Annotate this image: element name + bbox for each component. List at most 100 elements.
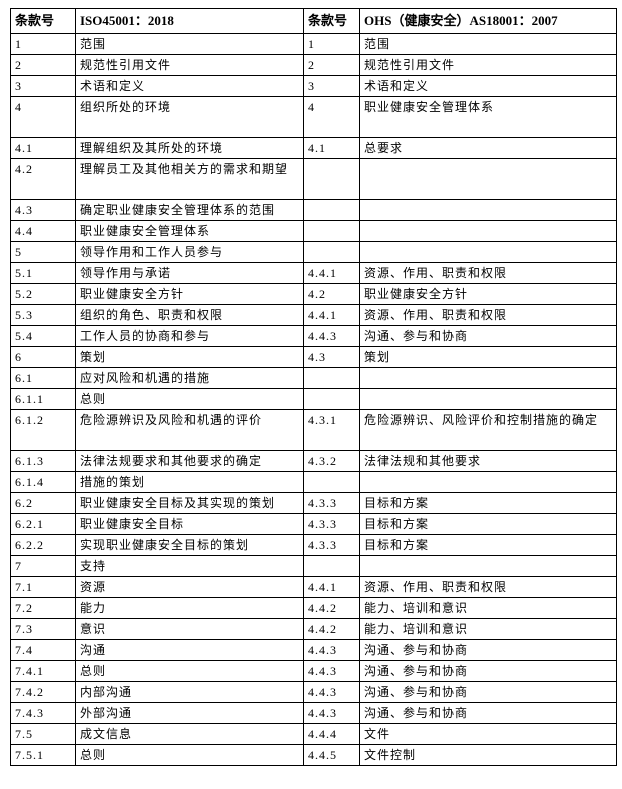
empty-cell — [359, 471, 617, 493]
clause-title: 沟通、参与和协商 — [359, 639, 617, 661]
clause-title: 沟通、参与和协商 — [359, 660, 617, 682]
clause-number: 6.1.4 — [10, 471, 76, 493]
table-row: 3 术语和定义 3 术语和定义 — [10, 75, 617, 97]
clause-number: 4.4.2 — [303, 597, 360, 619]
header-cell: OHS（健康安全）AS18001：2007 — [359, 8, 617, 34]
clause-number: 4.2 — [303, 283, 360, 305]
clause-title: 资源、作用、职责和权限 — [359, 262, 617, 284]
clause-number: 5.2 — [10, 283, 76, 305]
clause-number: 6.2.1 — [10, 513, 76, 535]
clause-title: 危险源辨识、风险评价和控制措施的确定 — [359, 409, 617, 451]
empty-cell — [359, 388, 617, 410]
clause-number: 6.1.2 — [10, 409, 76, 451]
clause-number: 4.4.1 — [303, 304, 360, 326]
clause-title: 组织的角色、职责和权限 — [75, 304, 304, 326]
header-cell: 条款号 — [10, 8, 76, 34]
clause-title: 内部沟通 — [75, 681, 304, 703]
empty-cell — [303, 220, 360, 242]
clause-number: 4.3.3 — [303, 534, 360, 556]
header-row: 条款号 ISO45001：2018 条款号 OHS（健康安全）AS18001：2007 — [10, 8, 617, 34]
table-row: 7.4.3 外部沟通 4.4.3 沟通、参与和协商 — [10, 702, 617, 724]
clause-number: 7.3 — [10, 618, 76, 640]
clause-number: 4.4.4 — [303, 723, 360, 745]
clause-title: 沟通、参与和协商 — [359, 702, 617, 724]
clause-title: 能力 — [75, 597, 304, 619]
clause-title: 规范性引用文件 — [359, 54, 617, 76]
empty-cell — [303, 471, 360, 493]
empty-cell — [359, 241, 617, 263]
clause-number: 7.2 — [10, 597, 76, 619]
clause-number: 7.4 — [10, 639, 76, 661]
clause-title: 职业健康安全管理体系 — [75, 220, 304, 242]
clause-number: 4.3.3 — [303, 513, 360, 535]
clause-number: 7.4.3 — [10, 702, 76, 724]
clause-title: 总则 — [75, 744, 304, 766]
clause-title: 范围 — [75, 33, 304, 55]
clause-number: 4.3.2 — [303, 450, 360, 472]
table-row: 4.4 职业健康安全管理体系 — [10, 220, 617, 242]
empty-cell — [303, 555, 360, 577]
clause-title: 资源、作用、职责和权限 — [359, 576, 617, 598]
clause-title: 法律法规和其他要求 — [359, 450, 617, 472]
clause-title: 目标和方案 — [359, 534, 617, 556]
empty-cell — [359, 220, 617, 242]
clause-number: 4.4.2 — [303, 618, 360, 640]
table-row: 6.2.2 实现职业健康安全目标的策划 4.3.3 目标和方案 — [10, 534, 617, 556]
clause-title: 工作人员的协商和参与 — [75, 325, 304, 347]
clause-number: 5.1 — [10, 262, 76, 284]
clause-title: 能力、培训和意识 — [359, 597, 617, 619]
empty-cell — [359, 555, 617, 577]
clause-number: 6.2.2 — [10, 534, 76, 556]
clause-title: 职业健康安全管理体系 — [359, 96, 617, 138]
table-row: 5 领导作用和工作人员参与 — [10, 241, 617, 263]
clause-title: 领导作用和工作人员参与 — [75, 241, 304, 263]
clause-number: 4.4.3 — [303, 660, 360, 682]
clause-title: 理解员工及其他相关方的需求和期望 — [75, 158, 304, 200]
clause-title: 应对风险和机遇的措施 — [75, 367, 304, 389]
empty-cell — [303, 367, 360, 389]
clause-title: 策划 — [75, 346, 304, 368]
clause-title: 规范性引用文件 — [75, 54, 304, 76]
table-row: 7.5 成文信息 4.4.4 文件 — [10, 723, 617, 745]
clause-title: 实现职业健康安全目标的策划 — [75, 534, 304, 556]
clause-title: 理解组织及其所处的环境 — [75, 137, 304, 159]
table-row: 6 策划 4.3 策划 — [10, 346, 617, 368]
table-row: 6.2.1 职业健康安全目标 4.3.3 目标和方案 — [10, 513, 617, 535]
clause-title: 组织所处的环境 — [75, 96, 304, 138]
clause-number: 7.1 — [10, 576, 76, 598]
clause-number: 5.4 — [10, 325, 76, 347]
clause-title: 总要求 — [359, 137, 617, 159]
clause-number: 6 — [10, 346, 76, 368]
clause-number: 1 — [303, 33, 360, 55]
clause-number: 4.1 — [303, 137, 360, 159]
clause-number: 1 — [10, 33, 76, 55]
clause-title: 领导作用与承诺 — [75, 262, 304, 284]
clause-title: 成文信息 — [75, 723, 304, 745]
clause-title: 范围 — [359, 33, 617, 55]
table-row: 6.1 应对风险和机遇的措施 — [10, 367, 617, 389]
clause-title: 危险源辨识及风险和机遇的评价 — [75, 409, 304, 451]
clause-title: 资源、作用、职责和权限 — [359, 304, 617, 326]
clause-number: 4 — [303, 96, 360, 138]
table-row: 7.4.2 内部沟通 4.4.3 沟通、参与和协商 — [10, 681, 617, 703]
clause-number: 4.4.3 — [303, 325, 360, 347]
header-cell: 条款号 — [303, 8, 360, 34]
clause-number: 4.3.3 — [303, 492, 360, 514]
table-row: 5.2 职业健康安全方针 4.2 职业健康安全方针 — [10, 283, 617, 305]
clause-number: 4.4.3 — [303, 639, 360, 661]
clause-title: 术语和定义 — [359, 75, 617, 97]
clause-title: 外部沟通 — [75, 702, 304, 724]
clause-table: 条款号 ISO45001：2018 条款号 OHS（健康安全）AS18001：2007… — [10, 8, 617, 766]
clause-number: 6.2 — [10, 492, 76, 514]
table-row: 6.1.1 总则 — [10, 388, 617, 410]
table-row: 6.1.4 措施的策划 — [10, 471, 617, 493]
clause-title: 总则 — [75, 660, 304, 682]
clause-number: 3 — [10, 75, 76, 97]
table-row: 7.2 能力 4.4.2 能力、培训和意识 — [10, 597, 617, 619]
clause-title: 措施的策划 — [75, 471, 304, 493]
clause-number: 4.3 — [10, 199, 76, 221]
clause-title: 沟通 — [75, 639, 304, 661]
clause-title: 策划 — [359, 346, 617, 368]
clause-number: 2 — [303, 54, 360, 76]
clause-title: 目标和方案 — [359, 492, 617, 514]
